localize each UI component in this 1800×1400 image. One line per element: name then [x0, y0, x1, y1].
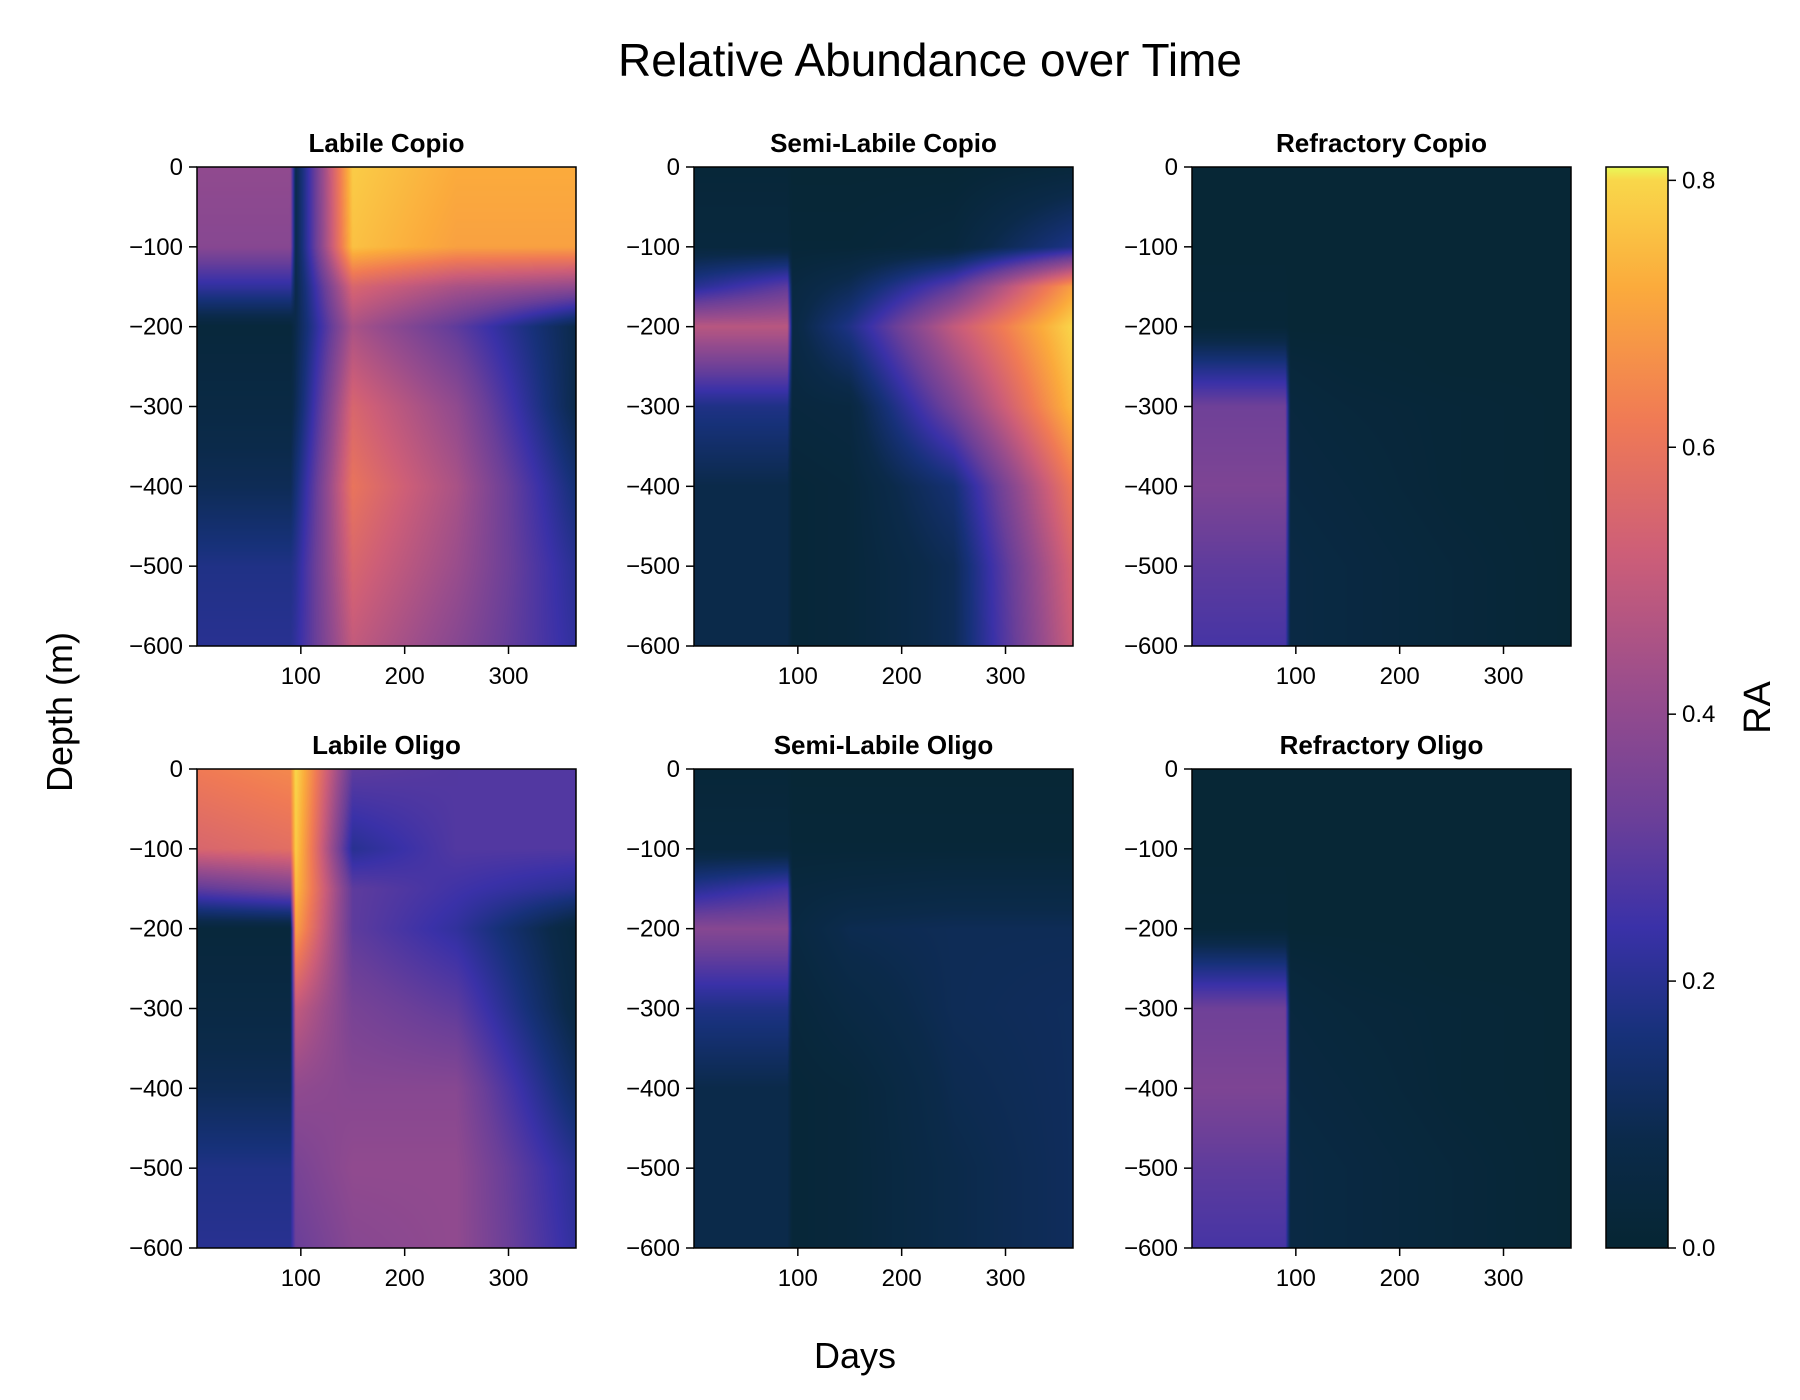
- y-tick-label: 0: [667, 756, 680, 783]
- chart-title: Relative Abundance over Time: [618, 34, 1242, 86]
- y-tick-label: −600: [129, 1235, 183, 1262]
- y-tick-label: 0: [1165, 154, 1178, 181]
- y-tick-label: −100: [129, 234, 183, 261]
- colorbar-label: RA: [1737, 680, 1779, 733]
- y-tick-label: −600: [626, 1235, 680, 1262]
- y-tick-label: −200: [1124, 916, 1178, 943]
- x-tick-label: 200: [385, 1265, 425, 1292]
- y-tick-label: −200: [129, 314, 183, 341]
- y-tick-label: −300: [626, 996, 680, 1023]
- panel-title: Semi-Labile Oligo: [774, 730, 994, 760]
- panel: Labile Oligo 0 −100 −200 −300 −400 −500 −600 100…: [129, 730, 577, 1292]
- x-tick-label: 100: [778, 1265, 818, 1292]
- x-tick-label: 200: [1380, 663, 1420, 690]
- y-tick-label: −400: [1124, 1075, 1178, 1102]
- y-axis-label: Depth (m): [39, 632, 80, 792]
- y-tick-label: −400: [1124, 473, 1178, 500]
- panel-title: Labile Copio: [309, 128, 465, 158]
- x-tick-label: 200: [882, 1265, 922, 1292]
- y-tick-label: −100: [626, 836, 680, 863]
- heatmap-image: [694, 167, 1073, 646]
- y-tick-label: −500: [626, 553, 680, 580]
- y-tick-label: −200: [626, 314, 680, 341]
- y-tick-label: 0: [1165, 756, 1178, 783]
- y-tick-label: 0: [170, 154, 183, 181]
- y-tick-label: −500: [1124, 553, 1178, 580]
- x-tick-label: 300: [1483, 663, 1523, 690]
- y-tick-label: −400: [129, 473, 183, 500]
- heatmap-image: [197, 167, 576, 646]
- panel: Semi-Labile Oligo 0 −100 −200 −300 −400 −500 −6…: [626, 730, 1074, 1292]
- x-tick-label: 300: [488, 663, 528, 690]
- panel: Refractory Oligo 0 −100 −200 −300 −400 −500 −60…: [1124, 730, 1572, 1292]
- x-tick-label: 300: [488, 1265, 528, 1292]
- panel: Labile Copio 0 −100 −200 −300 −400 −500 −600 100…: [129, 128, 577, 690]
- y-tick-label: −400: [626, 1075, 680, 1102]
- y-tick-label: −300: [129, 394, 183, 421]
- y-tick-label: −300: [626, 394, 680, 421]
- y-tick-label: 0: [667, 154, 680, 181]
- y-tick-label: −400: [626, 473, 680, 500]
- y-tick-label: −600: [626, 633, 680, 660]
- y-tick-label: 0: [170, 756, 183, 783]
- panel-title: Semi-Labile Copio: [770, 128, 997, 158]
- y-tick-label: −600: [1124, 633, 1178, 660]
- panel: Refractory Copio 0 −100 −200 −300 −400 −500 −60…: [1124, 128, 1572, 690]
- colorbar-tick-label: 0.6: [1682, 434, 1715, 461]
- panel-title: Refractory Copio: [1276, 128, 1487, 158]
- panel-grid: Labile Copio 0 −100 −200 −300 −400 −500 −600 100…: [129, 128, 1572, 1292]
- x-axis-label: Days: [814, 1335, 896, 1376]
- y-tick-label: −600: [1124, 1235, 1178, 1262]
- y-tick-label: −500: [626, 1155, 680, 1182]
- y-tick-label: −100: [1124, 836, 1178, 863]
- x-tick-label: 100: [281, 1265, 321, 1292]
- heatmap-image: [1192, 167, 1571, 646]
- y-tick-label: −300: [129, 996, 183, 1023]
- heatmap-image: [197, 769, 576, 1248]
- y-tick-label: −200: [626, 916, 680, 943]
- y-tick-label: −100: [626, 234, 680, 261]
- y-tick-label: −400: [129, 1075, 183, 1102]
- heatmap-image: [1192, 769, 1571, 1248]
- colorbar-tick-label: 0.0: [1682, 1235, 1715, 1262]
- colorbar-tick-label: 0.4: [1682, 701, 1715, 728]
- y-tick-label: −100: [129, 836, 183, 863]
- y-tick-label: −500: [1124, 1155, 1178, 1182]
- colorbar: 0.0 0.2 0.4 0.6 0.8 RA: [1605, 166, 1779, 1262]
- heatmap-image: [694, 769, 1073, 1248]
- y-tick-label: −200: [1124, 314, 1178, 341]
- x-tick-label: 200: [882, 663, 922, 690]
- y-tick-label: −200: [129, 916, 183, 943]
- colorbar-bar: [1605, 166, 1669, 1249]
- y-tick-label: −500: [129, 553, 183, 580]
- x-tick-label: 300: [985, 663, 1025, 690]
- y-tick-label: −500: [129, 1155, 183, 1182]
- x-tick-label: 300: [1483, 1265, 1523, 1292]
- panel-title: Refractory Oligo: [1280, 730, 1484, 760]
- panel-title: Labile Oligo: [312, 730, 461, 760]
- x-tick-label: 200: [385, 663, 425, 690]
- x-tick-label: 100: [1276, 1265, 1316, 1292]
- x-tick-label: 100: [281, 663, 321, 690]
- panel: Semi-Labile Copio 0 −100 −200 −300 −400 −500 −6…: [626, 128, 1074, 690]
- y-tick-label: −300: [1124, 996, 1178, 1023]
- colorbar-tick-label: 0.8: [1682, 167, 1715, 194]
- x-tick-label: 100: [778, 663, 818, 690]
- y-tick-label: −300: [1124, 394, 1178, 421]
- x-tick-label: 300: [985, 1265, 1025, 1292]
- colorbar-tick-label: 0.2: [1682, 968, 1715, 995]
- y-tick-label: −100: [1124, 234, 1178, 261]
- x-tick-label: 100: [1276, 663, 1316, 690]
- x-tick-label: 200: [1380, 1265, 1420, 1292]
- y-tick-label: −600: [129, 633, 183, 660]
